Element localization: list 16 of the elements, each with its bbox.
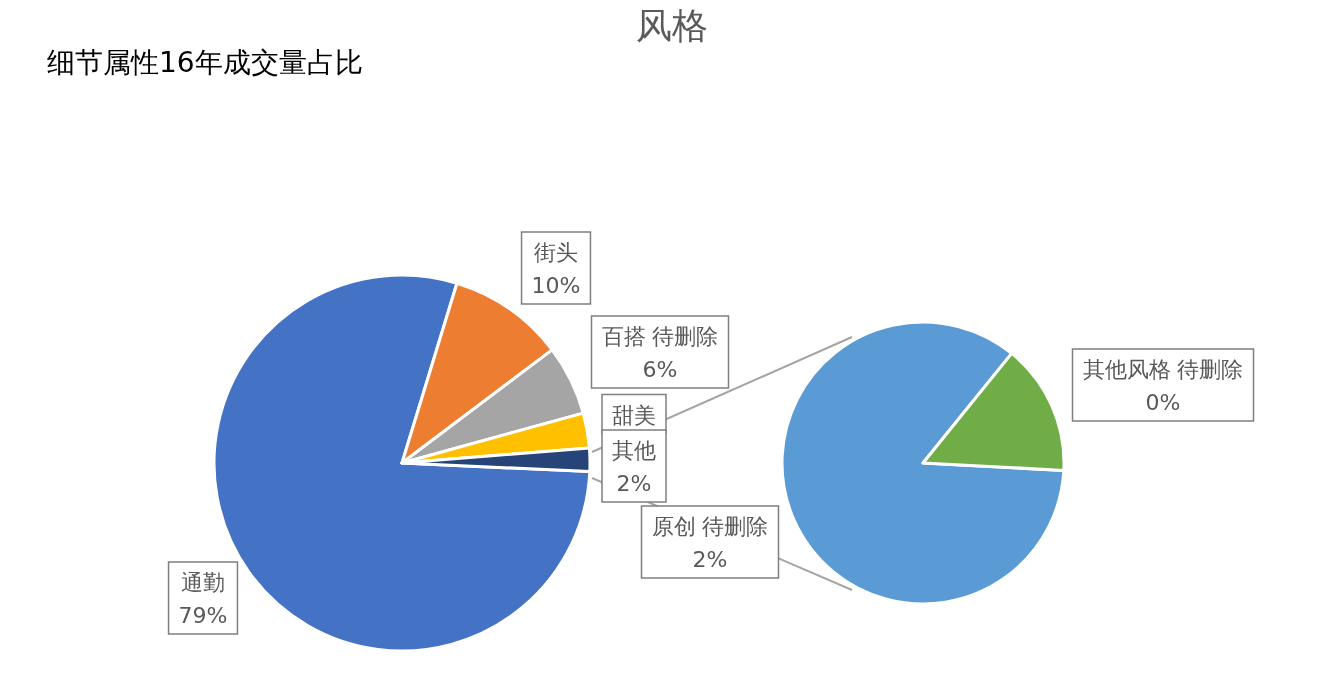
slice-label: 原创 待删除	[651, 514, 769, 539]
slice-label: 通勤	[181, 570, 225, 595]
slice-label: 百搭 待删除	[601, 324, 719, 349]
data-label: 2%	[616, 471, 652, 496]
data-label: 10%	[531, 273, 581, 298]
chart-subtitle: 细节属性16年成交量占比	[47, 46, 363, 79]
data-label: 2%	[692, 547, 728, 572]
slice-label: 其他风格 待删除	[1082, 357, 1244, 382]
data-label: 79%	[178, 603, 228, 628]
chart-title: 风格	[636, 5, 708, 46]
slice-label: 街头	[534, 240, 578, 265]
data-label: 6%	[642, 357, 678, 382]
slice-label: 甜美	[612, 402, 656, 428]
slice-label: 其他	[612, 438, 656, 463]
data-label: 0%	[1145, 390, 1181, 415]
pie-slice	[780, 320, 1066, 606]
